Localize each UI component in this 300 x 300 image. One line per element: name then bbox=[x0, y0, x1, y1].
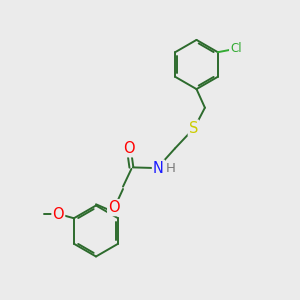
Text: Cl: Cl bbox=[230, 42, 242, 55]
Text: H: H bbox=[166, 162, 176, 175]
Text: O: O bbox=[52, 206, 64, 221]
Text: N: N bbox=[153, 160, 164, 175]
Text: O: O bbox=[123, 141, 135, 156]
Text: O: O bbox=[108, 200, 120, 215]
Text: S: S bbox=[189, 121, 198, 136]
